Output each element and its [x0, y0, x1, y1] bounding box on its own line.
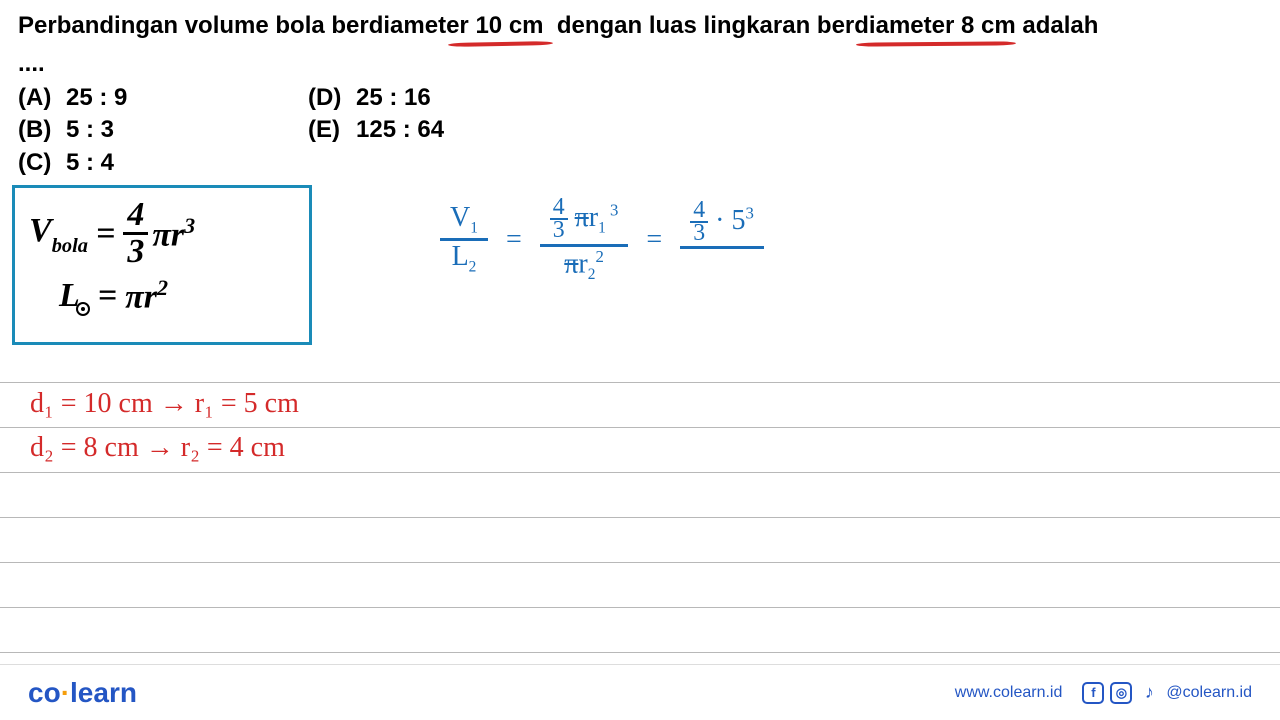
blue-lhs: V1 L2 — [440, 202, 488, 277]
formula-box: Vbola = 4 3 πr3 L = πr2 — [12, 185, 312, 345]
tiktok-icon[interactable]: ♪ — [1138, 682, 1160, 704]
option-b: (B)5 : 3 — [18, 114, 308, 146]
question-dots: .... — [18, 50, 1262, 78]
red-handwriting-2: d₂ = 8 cm → r₂ = 4 cm — [30, 432, 285, 464]
underline-annotation-2 — [856, 41, 1016, 46]
paper-line — [0, 427, 1280, 428]
question-area: Perbandingan volume bola berdiameter 10 … — [0, 0, 1280, 179]
option-d: (D)25 : 16 — [308, 82, 598, 114]
formula-circle-area: L = πr2 — [29, 275, 295, 316]
option-c: (C)5 : 4 — [18, 147, 308, 179]
paper-line — [0, 652, 1280, 653]
option-a: (A)25 : 9 — [18, 82, 308, 114]
options-col-1: (A)25 : 9 (B)5 : 3 (C)5 : 4 — [18, 82, 308, 179]
paper-line — [0, 517, 1280, 518]
instagram-icon[interactable]: ◎ — [1110, 682, 1132, 704]
blue-mid: 43 πr1 3 πr22 — [540, 195, 629, 284]
website-link[interactable]: www.colearn.id — [955, 684, 1063, 702]
red-handwriting-1: d₁ = 10 cm → r₁ = 5 cm — [30, 388, 299, 420]
paper-line — [0, 382, 1280, 383]
paper-line — [0, 607, 1280, 608]
social-handle: @colearn.id — [1166, 684, 1252, 702]
options-col-2: (D)25 : 16 (E)125 : 64 — [308, 82, 598, 179]
option-e: (E)125 : 64 — [308, 114, 598, 146]
formula-sphere-volume: Vbola = 4 3 πr3 — [29, 198, 295, 269]
question-part-5: adalah — [1016, 12, 1099, 39]
question-part-1: Perbandingan volume bola berdiameter — [18, 12, 475, 39]
question-part-2: 10 cm — [475, 12, 543, 39]
underline-annotation-1 — [448, 41, 553, 47]
brand-logo: co·learn — [28, 677, 137, 709]
question-part-3: dengan luas lingkaran berdiameter — [544, 12, 961, 39]
footer: co·learn www.colearn.id f ◎ ♪ @colearn.i… — [0, 664, 1280, 720]
paper-line — [0, 562, 1280, 563]
circle-icon — [76, 302, 90, 316]
blue-handwriting: V1 L2 = 43 πr1 3 πr22 = 43 · 53 — [440, 195, 890, 284]
options-container: (A)25 : 9 (B)5 : 3 (C)5 : 4 (D)25 : 16 (… — [18, 82, 1262, 179]
social-icons: f ◎ ♪ @colearn.id — [1082, 682, 1252, 704]
facebook-icon[interactable]: f — [1082, 682, 1104, 704]
question-text: Perbandingan volume bola berdiameter 10 … — [18, 12, 1262, 40]
blue-rhs: 43 · 53 — [680, 198, 764, 282]
footer-right: www.colearn.id f ◎ ♪ @colearn.id — [955, 682, 1252, 704]
paper-line — [0, 472, 1280, 473]
question-part-4: 8 cm — [961, 12, 1016, 39]
